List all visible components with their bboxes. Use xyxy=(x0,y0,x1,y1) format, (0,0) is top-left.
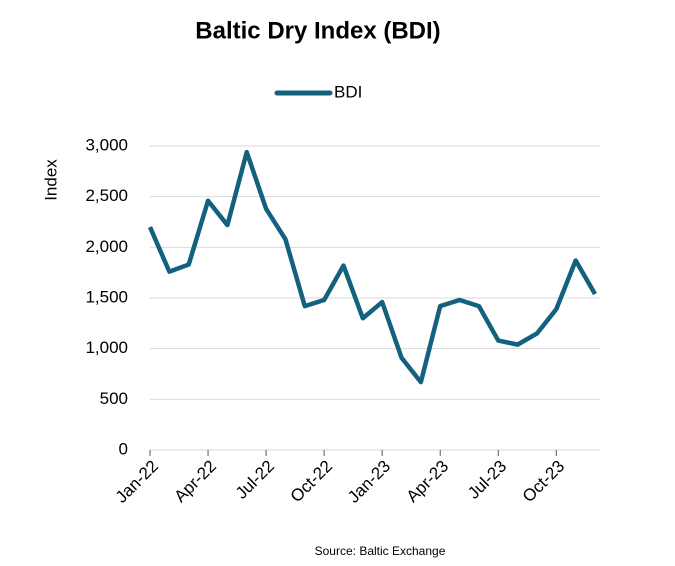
y-axis-label: Index xyxy=(41,159,60,201)
x-tick-label: Jul-23 xyxy=(464,457,510,503)
chart-title: Baltic Dry Index (BDI) xyxy=(195,17,440,44)
source: Source: Baltic Exchange xyxy=(315,544,446,558)
y-tick-label: 2,500 xyxy=(85,186,128,205)
y-tick-label: 1,000 xyxy=(85,338,128,357)
x-tick-label: Apr-22 xyxy=(171,457,221,507)
x-tick-label: Apr-23 xyxy=(403,457,453,507)
x-tick-label: Oct-23 xyxy=(519,457,569,507)
y-tick-label: 0 xyxy=(119,439,128,458)
y-tick-label: 3,000 xyxy=(85,135,128,154)
x-tick-label: Jul-22 xyxy=(232,457,278,503)
x-tick-label: Oct-22 xyxy=(287,457,337,507)
data-line xyxy=(147,149,597,385)
y-tick-label: 1,500 xyxy=(85,287,128,306)
y-tick-label: 2,000 xyxy=(85,237,128,256)
y-tick-label: 500 xyxy=(100,389,128,408)
legend-label: BDI xyxy=(334,82,362,101)
x-tick-label: Jan-22 xyxy=(112,457,162,507)
x-tick-label: Jan-23 xyxy=(344,457,394,507)
